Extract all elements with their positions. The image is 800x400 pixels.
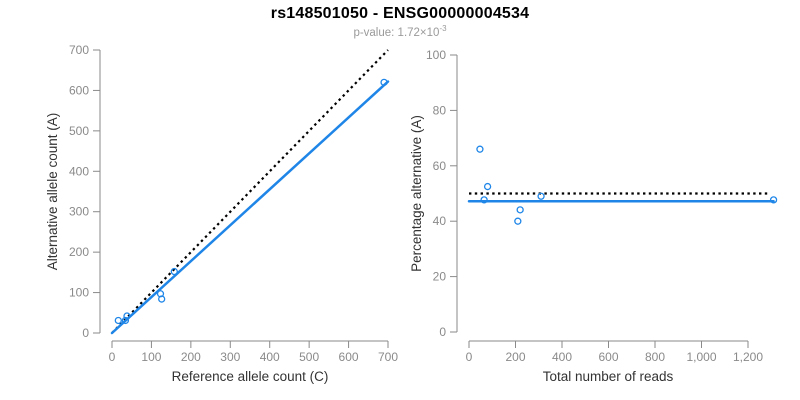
y-tick-label: 500 <box>69 124 89 138</box>
allele-counts-panel: 0 100 200 300 400 500 600 700 Alternative allele… <box>45 43 398 384</box>
identity-line <box>111 49 389 334</box>
x-tick-label: 700 <box>378 350 398 364</box>
data-point <box>170 267 178 276</box>
y-tick-label: 700 <box>69 43 89 57</box>
x-axis: 0 100 200 300 400 500 600 700 <box>109 340 398 364</box>
data-point <box>123 312 131 320</box>
p-value-subtitle: p-value: 1.72×10-3 <box>0 24 800 39</box>
x-tick-label: 0 <box>109 350 116 364</box>
data-point <box>121 316 130 325</box>
x-axis-title: Total number of reads <box>543 369 674 384</box>
x-tick-label: 200 <box>505 350 525 364</box>
x-tick-label: 300 <box>220 350 240 364</box>
y-tick-label: 0 <box>439 325 446 339</box>
p-value-text: p-value: 1.72×10 <box>353 26 440 39</box>
data-point <box>483 182 492 191</box>
y-axis: 0 20 40 60 80 100 <box>426 48 458 339</box>
data-points <box>476 145 778 225</box>
y-tick-label: 600 <box>69 83 89 97</box>
y-axis: 0 100 200 300 400 500 600 700 <box>69 43 101 340</box>
x-tick-label: 600 <box>598 350 618 364</box>
y-tick-label: 400 <box>69 164 89 178</box>
x-tick-label: 400 <box>260 350 280 364</box>
data-point <box>537 192 545 200</box>
x-tick-label: 0 <box>466 350 473 364</box>
y-tick-label: 20 <box>433 270 447 284</box>
p-value-exponent: -3 <box>439 24 447 33</box>
y-tick-label: 60 <box>433 159 447 173</box>
y-tick-label: 300 <box>69 205 89 219</box>
data-point <box>158 295 166 303</box>
data-point <box>476 145 484 153</box>
y-axis-title: Alternative allele count (A) <box>45 113 60 271</box>
x-axis-title: Reference allele count (C) <box>172 369 329 384</box>
data-point <box>380 78 388 86</box>
x-axis: 0 200 400 600 800 1,000 1,200 <box>466 340 763 364</box>
x-tick-label: 100 <box>141 350 161 364</box>
x-tick-label: 400 <box>552 350 572 364</box>
data-point <box>114 316 122 325</box>
percentage-panel: 0 20 40 60 80 100 Percentage alternative (A) 0 2… <box>409 48 778 384</box>
y-tick-label: 100 <box>69 286 89 300</box>
data-points <box>114 78 388 325</box>
x-tick-label: 1,000 <box>686 350 716 364</box>
y-tick-label: 0 <box>82 326 89 340</box>
y-axis-title: Percentage alternative (A) <box>409 115 424 272</box>
x-tick-label: 800 <box>645 350 665 364</box>
data-point <box>516 206 524 214</box>
y-tick-label: 80 <box>433 103 447 117</box>
x-tick-label: 500 <box>299 350 319 364</box>
x-tick-label: 200 <box>181 350 201 364</box>
y-tick-label: 40 <box>433 214 447 228</box>
x-tick-label: 600 <box>339 350 359 364</box>
data-point <box>769 196 778 204</box>
y-tick-label: 100 <box>426 48 446 62</box>
page-title: rs148501050 - ENSG00000004534 <box>270 5 530 22</box>
y-tick-label: 200 <box>69 245 89 259</box>
data-point <box>480 196 488 204</box>
fit-line <box>110 80 390 335</box>
x-tick-label: 1,200 <box>733 350 763 364</box>
data-point <box>514 217 522 225</box>
